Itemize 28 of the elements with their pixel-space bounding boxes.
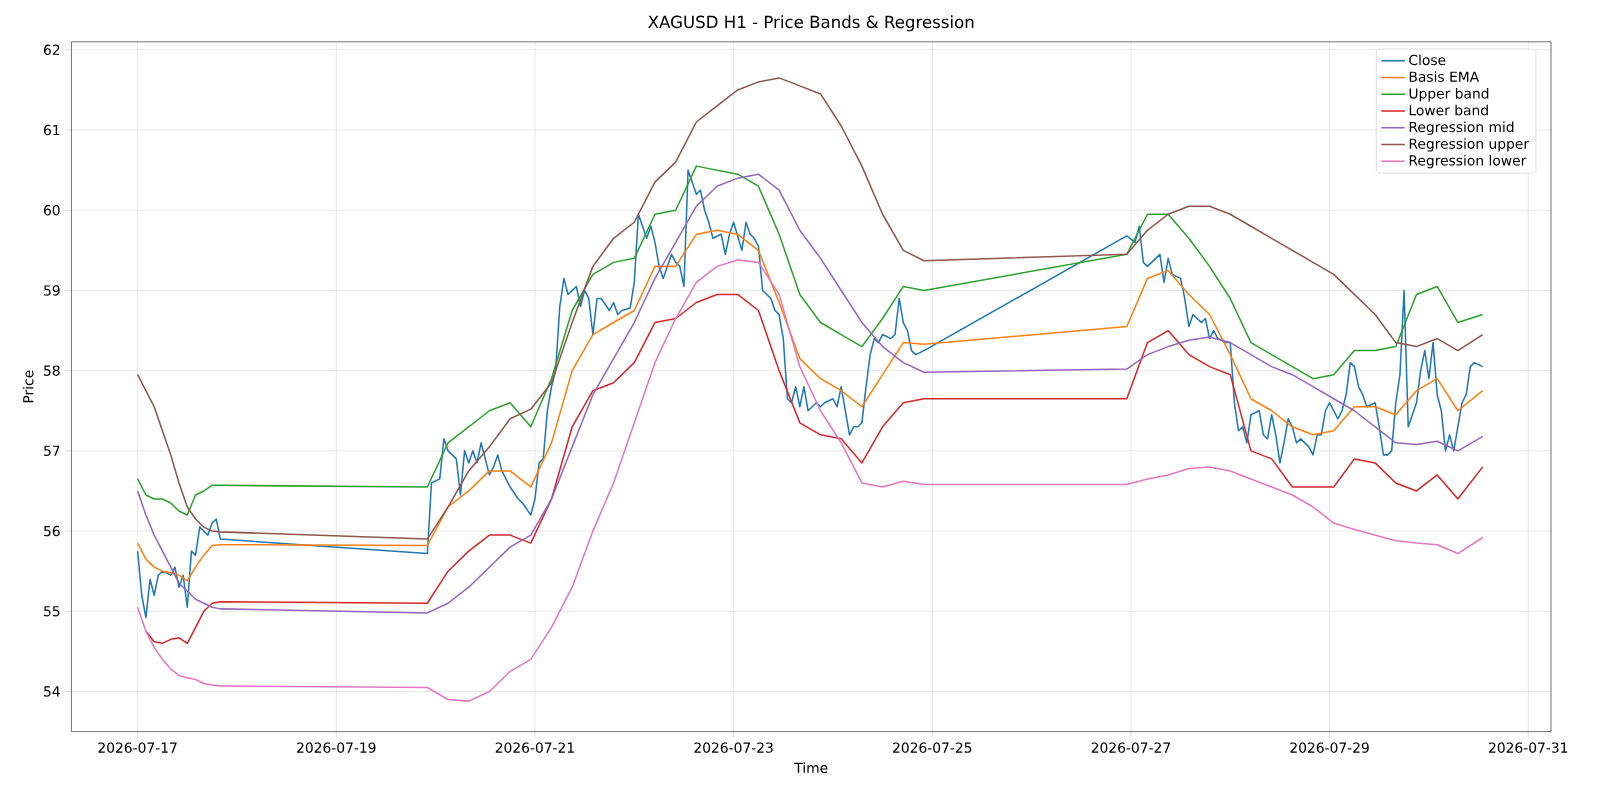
y-tick-label: 57 bbox=[44, 445, 60, 457]
x-tick-label: 2026-07-31 bbox=[1489, 742, 1568, 753]
x-tick-label: 2026-07-25 bbox=[893, 742, 972, 753]
x-tick-label: 2026-07-23 bbox=[694, 742, 773, 753]
x-axis-title: Time bbox=[794, 762, 828, 774]
y-axis-title: Price bbox=[22, 370, 34, 403]
y-tick-label: 56 bbox=[44, 525, 60, 537]
y-tick-label: 55 bbox=[44, 606, 60, 617]
legend-label: Regression lower bbox=[1409, 154, 1527, 169]
x-tick-label: 2026-07-29 bbox=[1290, 742, 1369, 753]
y-tick-label: 54 bbox=[44, 686, 60, 697]
x-tick-label: 2026-07-19 bbox=[297, 742, 376, 753]
y-tick-label: 59 bbox=[44, 285, 60, 296]
legend-label: Upper band bbox=[1409, 87, 1489, 102]
legend-label: Regression upper bbox=[1409, 138, 1530, 152]
legend-label: Lower band bbox=[1409, 104, 1488, 116]
y-tick-label: 60 bbox=[43, 204, 60, 216]
legend-label: Basis EMA bbox=[1409, 71, 1480, 82]
legend-label: Close bbox=[1409, 54, 1446, 66]
y-tick-label: 61 bbox=[43, 124, 60, 136]
x-tick-label: 2026-07-17 bbox=[98, 742, 177, 753]
line-series bbox=[136, 229, 1484, 582]
legend-label: Regression mid bbox=[1409, 121, 1514, 135]
chart-title: XAGUSD H1 - Price Bands & Regression bbox=[648, 15, 974, 32]
y-tick-label: 58 bbox=[44, 365, 60, 376]
x-tick-label: 2026-07-27 bbox=[1091, 742, 1170, 753]
y-tick-label: 62 bbox=[43, 44, 60, 56]
x-tick-label: 2026-07-21 bbox=[495, 742, 574, 753]
